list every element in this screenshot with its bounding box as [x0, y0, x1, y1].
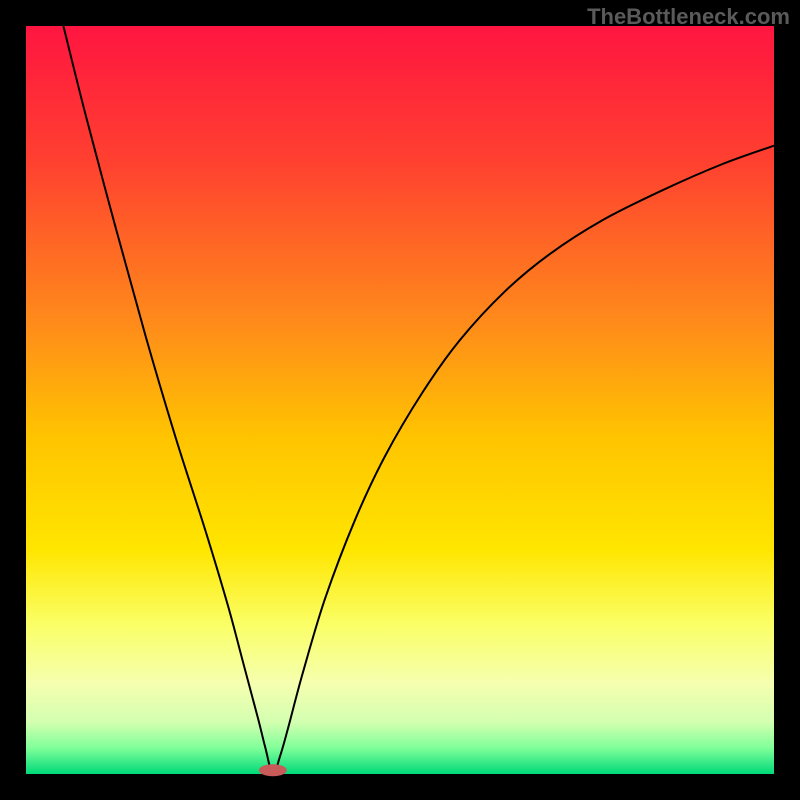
- optimal-point-marker: [259, 764, 287, 776]
- chart-svg: [0, 0, 800, 800]
- bottleneck-chart: TheBottleneck.com: [0, 0, 800, 800]
- watermark-text: TheBottleneck.com: [587, 4, 790, 30]
- chart-plot-background: [26, 26, 774, 774]
